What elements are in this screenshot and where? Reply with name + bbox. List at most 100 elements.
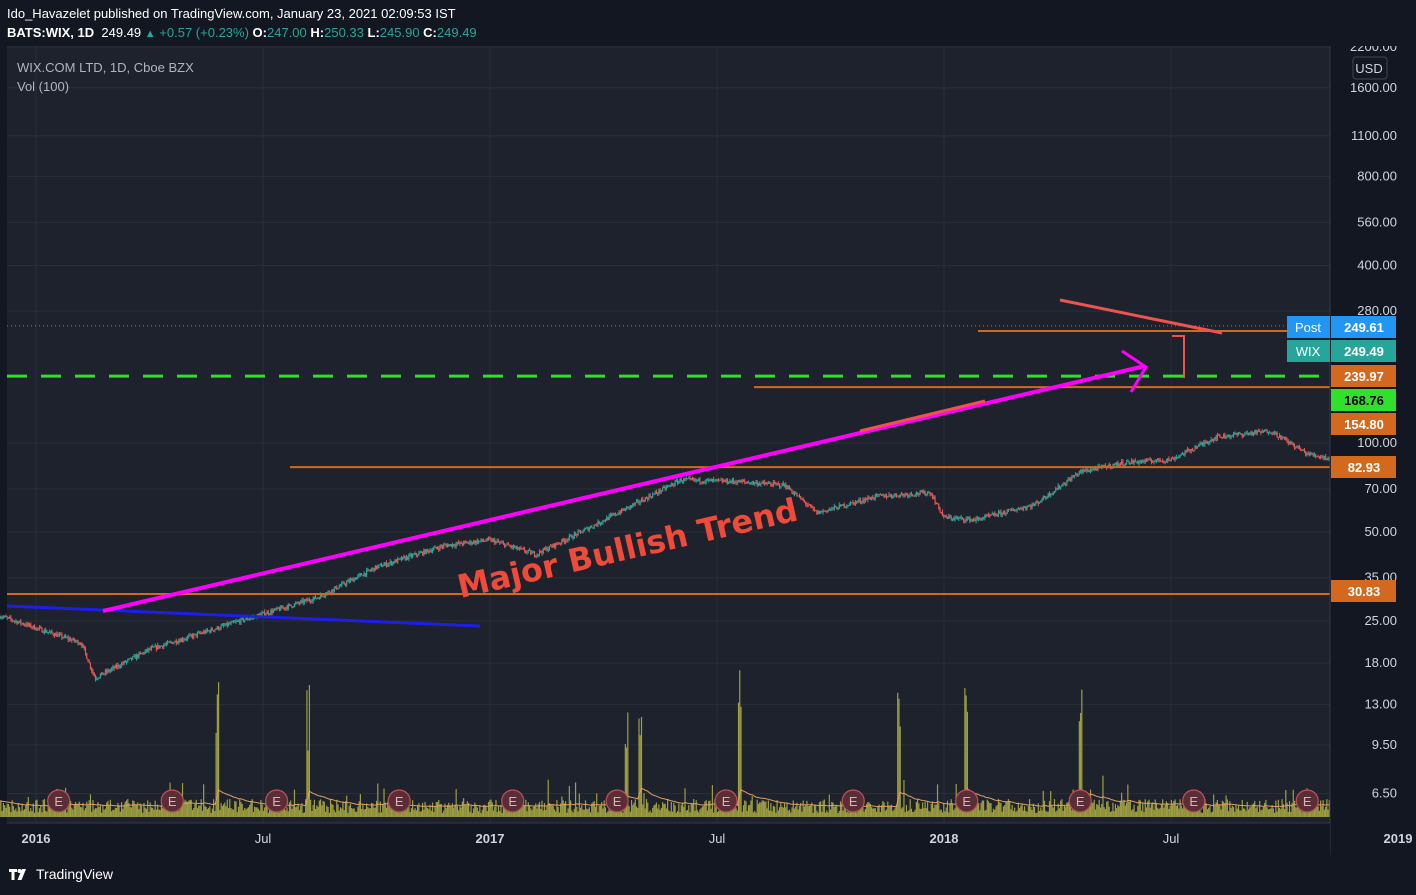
earnings-markers: EEEEEEEEEEEEEEEEEEEEE [47, 789, 1416, 813]
earnings-marker-icon-9 [1068, 789, 1092, 813]
level-name-1: WIX [1296, 344, 1321, 359]
level-value-4: 154.80 [1344, 417, 1384, 432]
level-value-6: 30.83 [1348, 584, 1381, 599]
price-tick-9: 50.00 [1364, 524, 1397, 539]
major-trend-line [102, 364, 1146, 613]
low-value: 245.90 [379, 25, 420, 40]
time-tick-6: 2019 [1384, 831, 1413, 846]
time-tick-5: Jul [1163, 831, 1180, 846]
level-value-5: 82.93 [1348, 460, 1381, 475]
level-value-3: 168.76 [1344, 393, 1384, 408]
brand-name: TradingView [36, 866, 114, 882]
open-label: O: [252, 25, 267, 40]
earnings-marker-5: E [613, 794, 622, 809]
earnings-marker-4: E [508, 794, 517, 809]
time-tick-2: 2017 [476, 831, 505, 846]
chart-pane[interactable] [7, 46, 1330, 823]
earnings-marker-icon-11 [1295, 789, 1319, 813]
close-label: C: [423, 25, 437, 40]
price-tick-11: 25.00 [1364, 613, 1397, 628]
earnings-marker-3: E [395, 794, 404, 809]
price-tick-2: 1100.00 [1351, 128, 1397, 143]
red-marker-line [1172, 335, 1185, 378]
level-name-0: Post [1295, 320, 1321, 335]
symbol-label: BATS:WIX, 1D [7, 25, 95, 40]
price-change: +0.57 (+0.23%) [159, 25, 249, 40]
open-value: 247.00 [267, 25, 307, 40]
price-tick-12: 18.00 [1364, 655, 1397, 670]
blue-trend-line [6, 604, 481, 628]
price-tick-5: 400.00 [1357, 257, 1397, 272]
price-tick-0: 2200.00 [1350, 46, 1397, 54]
level-value-2: 239.97 [1344, 369, 1384, 384]
level-value-0: 249.61 [1344, 320, 1384, 335]
volume-bars [0, 670, 1416, 817]
price-tick-4: 560.00 [1357, 214, 1397, 229]
level-tag-bg-0 [1287, 316, 1330, 338]
level-value-bg-6 [1331, 580, 1396, 602]
price-chart[interactable]: Major Bullish Trend EEEEEEEEEEEEEEEEEEEE… [0, 46, 1416, 855]
earnings-marker-2: E [272, 794, 281, 809]
time-tick-3: Jul [709, 831, 726, 846]
ohlc-line: BATS:WIX, 1D 249.49 ▲ +0.57 (+0.23%) O:2… [7, 25, 477, 40]
earnings-marker-0: E [54, 794, 63, 809]
time-axis-ticks: 2016Jul2017Jul2018Jul2019Jul2020JulJul [22, 831, 1413, 846]
price-tick-13: 13.00 [1364, 697, 1397, 712]
earnings-marker-icon-7 [841, 789, 865, 813]
footer: TradingView [0, 855, 1416, 895]
price-tick-15: 6.50 [1372, 786, 1397, 801]
earnings-marker-icon-1 [160, 789, 184, 813]
earnings-marker-icon-3 [387, 789, 411, 813]
trend-arrow-icon [1121, 349, 1149, 393]
earnings-marker-1: E [168, 794, 177, 809]
earnings-marker-icon-4 [501, 789, 525, 813]
level-value-bg-2 [1331, 365, 1396, 387]
low-label: L: [367, 25, 380, 40]
last-price: 249.49 [101, 25, 142, 40]
earnings-marker-11: E [1303, 794, 1312, 809]
level-value-bg-1 [1331, 340, 1396, 362]
price-tick-3: 800.00 [1357, 169, 1397, 184]
earnings-marker-9: E [1076, 794, 1085, 809]
earnings-marker-icon-10 [1182, 789, 1206, 813]
earnings-marker-icon-0 [47, 789, 71, 813]
chart-header: Ido_Havazelet published on TradingView.c… [0, 0, 1416, 46]
level-value-1: 249.49 [1344, 344, 1384, 359]
earnings-marker-icon-8 [955, 789, 979, 813]
price-axis[interactable] [1330, 46, 1416, 855]
level-labels: Post 249.61 WIX 249.49 239.97 168.76 154.80 82.… [1287, 316, 1396, 602]
candles [0, 428, 1416, 682]
red-trend-segment [859, 399, 986, 433]
red-resistance-line [1059, 298, 1223, 335]
close-value: 249.49 [436, 25, 477, 40]
earnings-marker-10: E [1189, 794, 1198, 809]
price-tick-7: 100.00 [1357, 435, 1397, 450]
price-tick-8: 70.00 [1364, 481, 1397, 496]
time-tick-0: 2016 [22, 831, 51, 846]
level-value-bg-0 [1331, 316, 1396, 338]
instrument-legend: WIX.COM LTD, 1D, Cboe BZX [17, 60, 194, 75]
earnings-marker-icon-2 [265, 789, 289, 813]
earnings-marker-icon-6 [714, 789, 738, 813]
level-tag-bg-1 [1287, 340, 1330, 362]
tradingview-brand[interactable]: TradingView [8, 866, 113, 882]
time-tick-1: Jul [255, 831, 272, 846]
price-tick-1: 1600.00 [1350, 80, 1397, 95]
up-arrow-icon: ▲ [144, 28, 156, 40]
price-axis-ticks: 2200.00 1600.00 1100.00 800.00 560.00 400.00 2… [1350, 46, 1397, 801]
high-value: 250.33 [324, 25, 364, 40]
price-tick-14: 9.50 [1372, 737, 1397, 752]
level-value-bg-3 [1331, 389, 1396, 411]
earnings-marker-8: E [962, 794, 971, 809]
earnings-marker-icon-5 [605, 789, 629, 813]
level-value-bg-4 [1331, 413, 1396, 435]
volume-legend: Vol (100) [17, 79, 69, 94]
high-label: H: [310, 25, 325, 40]
level-value-bg-5 [1331, 456, 1396, 478]
earnings-marker-6: E [722, 794, 731, 809]
earnings-marker-7: E [849, 794, 858, 809]
currency-unit: USD [1355, 61, 1382, 76]
time-tick-4: 2018 [930, 831, 959, 846]
time-axis[interactable] [7, 823, 1330, 855]
publish-info: Ido_Havazelet published on TradingView.c… [7, 6, 456, 21]
